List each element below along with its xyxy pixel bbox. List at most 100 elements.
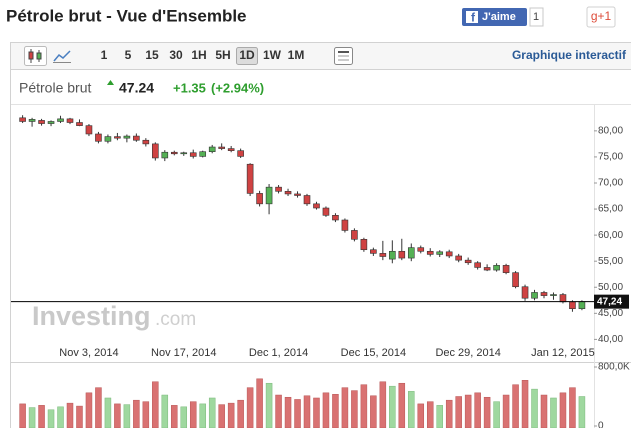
like-count: 1 — [533, 11, 539, 23]
volume-bar — [493, 401, 500, 428]
y-tick-label: 80,00 — [598, 125, 623, 136]
volume-bar — [464, 394, 472, 428]
volume-bar — [142, 401, 150, 428]
candle-body — [521, 286, 529, 299]
candle-mode-button[interactable] — [24, 46, 47, 66]
candle-body — [559, 294, 567, 303]
x-tick-label: Nov 17, 2014 — [151, 347, 216, 359]
candle-body — [19, 117, 26, 122]
candle-body — [578, 301, 586, 309]
candle-body — [161, 151, 169, 159]
volume-bar — [284, 396, 292, 428]
candle-body — [246, 163, 254, 194]
candle-body — [47, 121, 55, 124]
volume-bar — [341, 387, 349, 428]
line-mode-button[interactable] — [53, 50, 71, 63]
candle-body — [152, 143, 159, 159]
volume-bar — [227, 402, 235, 428]
candle-body — [569, 301, 576, 309]
y-tick-label: 50,00 — [598, 282, 623, 293]
volume-bar — [483, 396, 491, 428]
last-price-label: 47,24 — [597, 296, 622, 307]
candle-body — [199, 151, 207, 157]
y-tick-label: 75,00 — [598, 152, 623, 163]
like-count-box — [529, 7, 544, 27]
candle-body — [407, 247, 415, 259]
toolbar — [11, 43, 631, 69]
watermark-suffix: .com — [155, 309, 196, 330]
candle-body — [303, 195, 311, 205]
candle-body — [66, 118, 74, 123]
candle-body — [28, 119, 36, 122]
interval-button[interactable]: 1W — [263, 48, 282, 62]
candle-body — [237, 150, 244, 157]
candle-body — [370, 249, 377, 254]
candle-body — [227, 148, 235, 151]
interval-button[interactable]: 1D — [239, 48, 255, 62]
up-arrow — [107, 80, 114, 85]
candle-body — [502, 265, 510, 273]
candle-body — [436, 251, 444, 255]
candle-body — [123, 135, 131, 139]
volume-bar — [218, 404, 225, 428]
candle-body — [208, 146, 216, 153]
interval-button[interactable]: 5H — [215, 48, 230, 62]
volume-bar — [531, 388, 538, 428]
y-tick-label: 60,00 — [598, 230, 623, 241]
volume-bar — [408, 391, 415, 428]
volume-bar — [322, 392, 330, 428]
volume-bar — [57, 406, 64, 428]
x-tick-label: Jan 12, 2015 — [531, 347, 595, 359]
volume-bar — [559, 392, 567, 428]
candle-body — [142, 139, 150, 145]
interval-button[interactable]: 1H — [191, 48, 206, 62]
candle-body — [180, 152, 188, 155]
interval-button[interactable]: 1M — [288, 48, 305, 62]
volume-bar — [303, 395, 311, 428]
volume-bar — [47, 409, 55, 428]
volume-bar — [199, 403, 206, 428]
volume-bar — [360, 384, 368, 428]
volume-bar — [38, 405, 45, 428]
candle-body — [341, 219, 349, 231]
volume-bar — [550, 397, 557, 428]
candle-body — [474, 262, 481, 268]
volume-bar — [104, 397, 112, 428]
candle-body — [540, 292, 548, 296]
candle-body — [455, 255, 462, 261]
candle-body — [284, 191, 292, 195]
volume-bar — [578, 396, 586, 428]
volume-bar — [294, 399, 301, 428]
last-price-box — [594, 294, 629, 309]
candle-body — [189, 152, 197, 157]
candle-body — [531, 292, 538, 299]
quote-name: Pétrole brut — [19, 80, 91, 96]
like-label: J'aime — [482, 11, 516, 23]
volume-bar — [417, 403, 425, 428]
candle-body — [426, 250, 434, 255]
candle-body — [57, 118, 64, 122]
candle-body — [265, 186, 273, 205]
volume-bar — [332, 394, 339, 428]
like-button[interactable] — [462, 8, 527, 26]
quote-change-pct: (+2.94%) — [211, 80, 264, 95]
interval-button[interactable]: 15 — [145, 48, 159, 62]
candle-body — [85, 125, 93, 135]
volume-bar — [389, 385, 396, 428]
candle-body — [218, 146, 225, 149]
interactive-chart-link[interactable]: Graphique interactif — [512, 48, 627, 62]
interval-button[interactable]: 5 — [125, 48, 132, 62]
volume-bar — [474, 392, 481, 428]
x-tick-label: Dec 29, 2014 — [435, 347, 500, 359]
volume-bar — [180, 406, 188, 428]
gplus-button[interactable] — [586, 6, 616, 28]
candle-body — [417, 247, 425, 252]
interval-button[interactable]: 30 — [169, 48, 183, 62]
interval-button[interactable]: 1 — [101, 48, 108, 62]
volume-bar — [521, 380, 529, 428]
volume-bar — [171, 405, 178, 428]
volume-bar — [76, 405, 83, 428]
x-tick-label: Nov 3, 2014 — [59, 347, 118, 359]
quote-change: +1.35 — [173, 80, 206, 95]
volume-bar — [436, 405, 443, 428]
